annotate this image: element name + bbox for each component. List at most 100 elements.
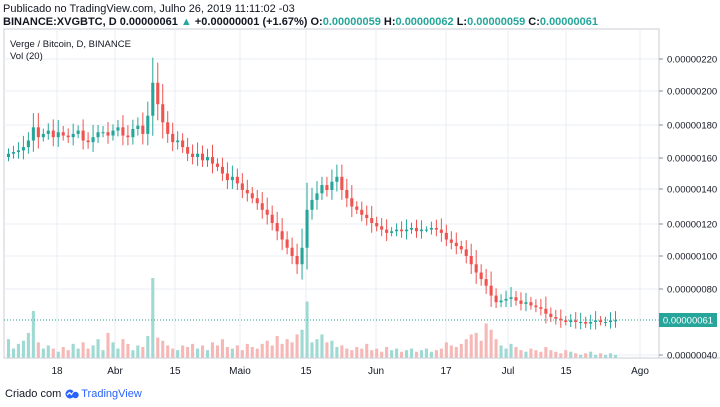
volume-bar (106, 332, 110, 358)
candle-body (191, 153, 195, 157)
volume-bar (365, 343, 369, 358)
volume-bar (240, 350, 244, 358)
volume-bar (330, 340, 334, 358)
volume-bar (350, 350, 354, 358)
candle-body (509, 297, 513, 299)
candle-body (469, 256, 473, 265)
volume-bar (126, 343, 130, 358)
candle-body (16, 150, 20, 153)
volume-bar (270, 345, 274, 358)
volume-bar (280, 343, 284, 358)
candle-body (181, 140, 185, 148)
symbol-label: BINANCE:XVGBTC, D (3, 16, 117, 28)
volume-bar (61, 347, 65, 358)
volume-bar (569, 351, 573, 358)
volume-bar (66, 350, 70, 358)
candle-body (434, 227, 438, 230)
volume-bar (300, 329, 304, 358)
candle-body (260, 203, 264, 210)
candle-body (489, 285, 493, 296)
candle-body (484, 279, 488, 286)
candle-body (200, 153, 205, 161)
candle-body (594, 320, 598, 322)
candle-body (544, 308, 548, 314)
volume-bar (220, 339, 224, 358)
candle-body (385, 229, 389, 233)
candle-body (514, 297, 518, 301)
candle-body (245, 190, 249, 194)
volume-bar (549, 350, 553, 358)
tradingview-cloud-icon (65, 389, 79, 399)
time-tick-label: Jun (368, 366, 384, 377)
volume-bar (499, 345, 503, 358)
candle-body (131, 128, 135, 138)
volume-bar (235, 345, 239, 358)
candle-body (414, 227, 419, 232)
candle-body (51, 130, 55, 138)
candle-body (400, 229, 404, 232)
published-caption: Publicado no TradingView.com, Julho 26, … (3, 3, 295, 15)
candle-body (419, 229, 424, 232)
high-value: 0.00000062 (395, 16, 454, 28)
candle-body (275, 223, 279, 232)
tradingview-logo[interactable]: TradingView (65, 388, 142, 400)
candle-body (31, 127, 35, 141)
candle-body (220, 166, 224, 174)
volume-bar (101, 350, 105, 358)
volume-bar (434, 350, 438, 358)
candle-body (424, 229, 428, 231)
tradingview-brand: TradingView (81, 388, 142, 400)
candle-body (66, 135, 70, 138)
volume-bar (200, 345, 205, 358)
candle-body (320, 185, 324, 194)
candle-body (464, 249, 468, 256)
volume-bar (345, 348, 349, 358)
candle-body (574, 320, 578, 322)
candle-body (325, 185, 329, 190)
candle-body (409, 227, 414, 230)
volume-bar (594, 354, 598, 358)
candle-body (350, 198, 354, 207)
volume-bar (320, 334, 324, 358)
candle-body (295, 256, 299, 265)
time-tick-label: Ago (631, 366, 649, 377)
volume-indicator-label: Vol (20) (10, 51, 43, 62)
candle-body (21, 147, 25, 151)
volume-bar (121, 339, 125, 358)
last-price: 0.00000061 (119, 16, 178, 28)
volume-bar (141, 347, 145, 358)
candle-body (26, 140, 30, 148)
volume-bar (404, 350, 409, 358)
volume-bar (275, 336, 279, 358)
volume-bar (385, 347, 389, 358)
volume-bar (315, 339, 319, 358)
volume-bar (196, 348, 200, 358)
volume-bar (613, 354, 618, 358)
volume-bar (469, 334, 473, 358)
volume-bar (439, 348, 443, 358)
candle-body (479, 272, 483, 280)
candle-body (599, 320, 603, 322)
volume-bar (151, 278, 155, 358)
candle-body (494, 295, 498, 303)
price-tick-label: 0.00000220 (667, 55, 717, 66)
close-label: C: (528, 16, 540, 28)
volume-bar (390, 350, 394, 358)
volume-bar (529, 348, 533, 358)
volume-bar (51, 348, 55, 358)
candle-body (196, 153, 200, 157)
time-tick-label: Maio (229, 366, 251, 377)
time-tick-label: 18 (51, 366, 63, 377)
candle-body (166, 122, 170, 134)
volume-bar (111, 342, 115, 358)
candle-body (6, 153, 11, 157)
candle-body (315, 193, 319, 200)
candle-body (161, 104, 165, 123)
candle-body (91, 137, 95, 143)
price-tick-label: 0.00000120 (667, 220, 717, 231)
volume-bar (91, 345, 95, 358)
candle-body (101, 132, 105, 134)
volume-bar (166, 345, 170, 358)
volume-bar (255, 348, 259, 358)
